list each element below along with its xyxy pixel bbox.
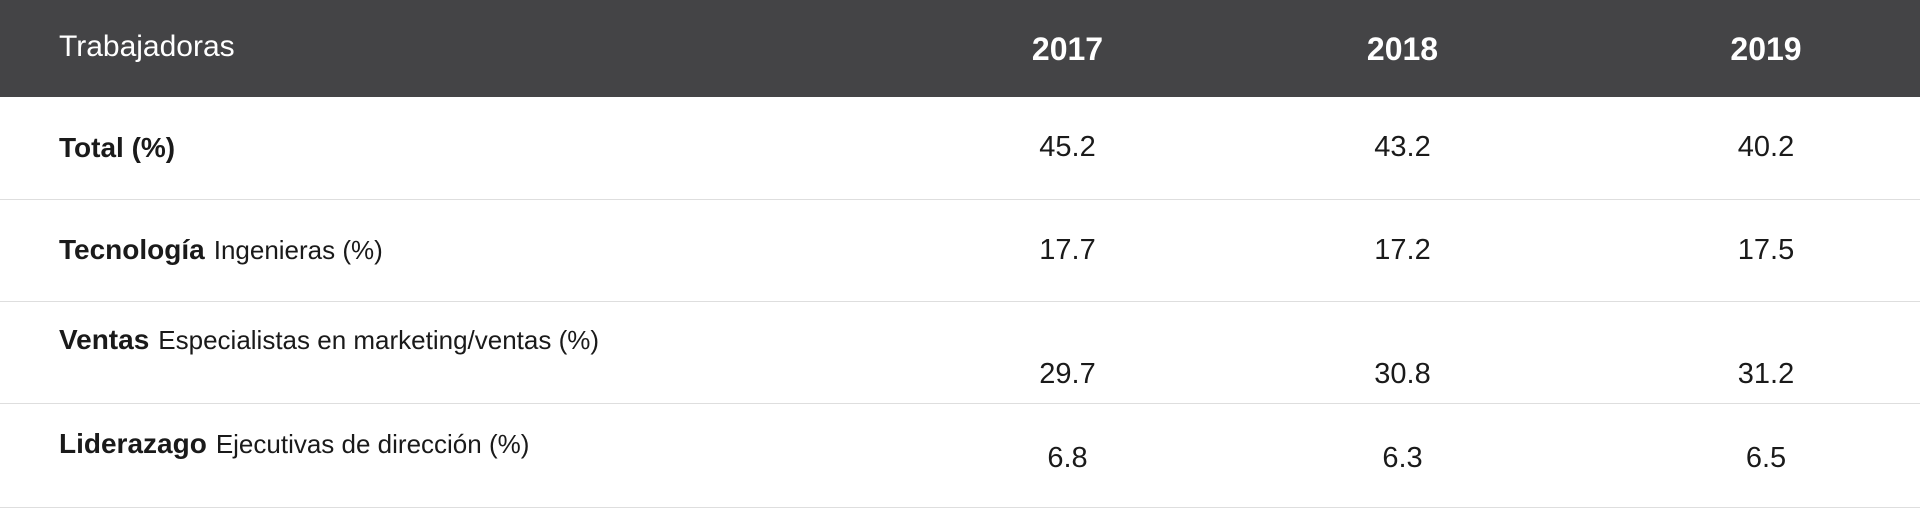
cell-value: 31.2 — [1737, 357, 1795, 390]
row-category: Liderazago — [59, 427, 207, 459]
row-category: Ventas — [59, 323, 150, 355]
table-row: Tecnología Ingenieras (%) 17.7 17.2 17.5 — [0, 199, 1920, 301]
row-category: Tecnología — [59, 234, 205, 265]
header-year-2018: 2018 — [1366, 31, 1439, 67]
row-subtitle: Especialistas en marketing/ventas (%) — [158, 324, 600, 355]
cell-value: 6.8 — [1047, 441, 1088, 474]
row-label: Total (%) — [0, 97, 960, 199]
row-label: Tecnología Ingenieras (%) — [0, 199, 960, 301]
cell-value: 17.2 — [1374, 233, 1431, 266]
table-header: Trabajadoras 2017 2018 2019 — [0, 0, 1920, 97]
cell-value: 6.3 — [1382, 441, 1423, 474]
cell-value: 17.5 — [1737, 233, 1795, 266]
header-label: Trabajadoras — [59, 29, 235, 63]
table-row: Liderazago Ejecutivas de dirección (%) 6.… — [0, 403, 1920, 507]
row-category: Total (%) — [59, 131, 176, 163]
cell-value: 43.2 — [1374, 131, 1431, 164]
row-subtitle: Ingenieras (%) — [213, 235, 383, 265]
cell-value: 6.5 — [1745, 441, 1787, 474]
cell-value: 29.7 — [1039, 357, 1096, 390]
row-subtitle: Ejecutivas de dirección (%) — [215, 428, 530, 459]
header-year-2017: 2017 — [1031, 31, 1104, 67]
header-year-2019: 2019 — [1730, 31, 1802, 67]
cell-value: 17.7 — [1039, 233, 1096, 266]
cell-value: 40.2 — [1737, 131, 1795, 164]
cell-value: 45.2 — [1039, 131, 1096, 164]
row-label: Ventas Especialistas en marketing/ventas … — [0, 301, 960, 403]
table-row: Ventas Especialistas en marketing/ventas … — [0, 301, 1920, 403]
header-row: Trabajadoras 2017 2018 2019 — [0, 0, 1920, 97]
cell-value: 30.8 — [1374, 357, 1431, 390]
row-label: Liderazago Ejecutivas de dirección (%) — [0, 403, 960, 507]
table-body: Total (%) 45.2 43.2 40.2 Tecnología Ingen… — [0, 97, 1920, 507]
table-row: Total (%) 45.2 43.2 40.2 — [0, 97, 1920, 199]
